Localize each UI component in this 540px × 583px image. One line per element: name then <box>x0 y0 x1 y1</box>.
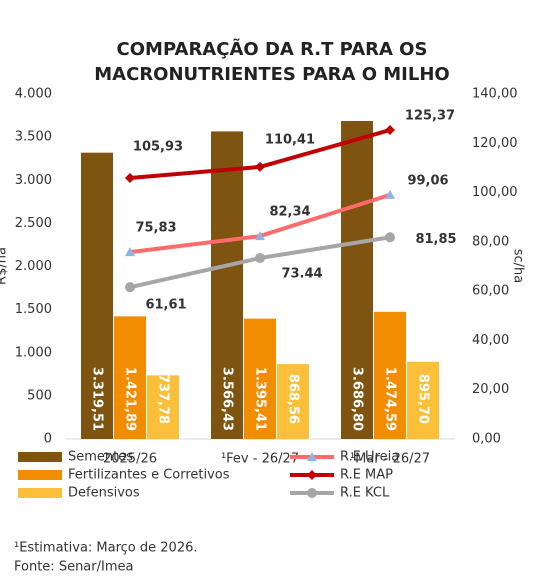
bar <box>81 152 113 439</box>
bar <box>407 361 439 439</box>
chart-title: MACRONUTRIENTES PARA O MILHO <box>94 64 449 85</box>
line-marker <box>125 282 135 293</box>
line-value-label: 99,06 <box>407 173 448 188</box>
footnote: Fonte: Senar/Imea <box>14 560 133 575</box>
y2-tick-label: 20,00 <box>472 382 509 397</box>
y-tick-label: 3.500 <box>15 130 52 145</box>
line-marker <box>307 470 317 480</box>
y2-tick-label: 60,00 <box>472 284 509 299</box>
y-tick-label: 2.500 <box>15 216 52 231</box>
line-marker <box>255 161 265 172</box>
legend-label: Defensivos <box>68 486 140 501</box>
bar-value-label: 3.319,51 <box>90 367 105 431</box>
y-tick-label: 1.500 <box>15 302 52 317</box>
legend-label: Sementes <box>68 450 133 465</box>
line-marker <box>307 452 317 461</box>
legend-swatch <box>18 452 62 462</box>
line-value-label: 81,85 <box>415 232 456 247</box>
line-marker <box>385 125 395 136</box>
line-marker <box>125 247 135 257</box>
line-marker <box>385 189 395 199</box>
line-value-label: 82,34 <box>269 205 310 220</box>
line-marker <box>385 232 395 243</box>
bar-value-label: 1.395,41 <box>253 367 268 431</box>
y2-tick-label: 80,00 <box>472 234 509 249</box>
legend-swatch <box>18 470 62 480</box>
line-marker <box>125 172 135 183</box>
bar <box>114 316 146 439</box>
footnote: ¹Estimativa: Março de 2026. <box>14 541 198 556</box>
bar <box>374 311 406 439</box>
bar <box>244 318 276 439</box>
y-tick-label: 2.000 <box>15 259 52 274</box>
y2-tick-label: 0,00 <box>472 432 501 447</box>
x-tick-label: ¹Fev - 26/27 <box>221 452 299 467</box>
y-tick-label: 0 <box>44 432 52 447</box>
legend-label: Fertilizantes e Corretivos <box>68 468 230 483</box>
line-marker <box>255 253 265 264</box>
line-value-label: 105,93 <box>133 139 183 154</box>
bar-value-label: 1.421,89 <box>123 367 138 431</box>
x-tick-label: 2025/26 <box>103 452 157 467</box>
line-marker <box>307 488 317 498</box>
line-value-label: 110,41 <box>265 132 315 147</box>
y-tick-label: 4.000 <box>15 87 52 102</box>
line-marker <box>255 231 265 241</box>
line-value-label: 73.44 <box>281 267 322 282</box>
y-tick-label: 3.000 <box>15 173 52 188</box>
legend-swatch <box>18 488 62 498</box>
y2-tick-label: 100,00 <box>472 185 518 200</box>
y2-axis-label: sc/ha <box>511 249 526 284</box>
y2-tick-label: 40,00 <box>472 333 509 348</box>
bar-value-label: 1.474,59 <box>383 367 398 431</box>
line-value-label: 75,83 <box>135 221 176 236</box>
bar <box>277 364 309 439</box>
bar <box>211 131 243 439</box>
line-value-label: 61,61 <box>145 298 186 313</box>
line-value-label: 125,37 <box>405 109 455 124</box>
bar <box>147 375 179 439</box>
bar-value-label: 895,70 <box>416 374 431 424</box>
legend-label: R.E KCL <box>340 486 390 501</box>
bar-value-label: 868,56 <box>286 374 301 424</box>
y-tick-label: 500 <box>27 388 52 403</box>
legend-label: R.E Ureia <box>340 450 399 465</box>
y2-tick-label: 140,00 <box>472 87 518 102</box>
y-tick-label: 1.000 <box>15 345 52 360</box>
y2-tick-label: 120,00 <box>472 136 518 151</box>
bar-value-label: 3.566,43 <box>220 367 235 431</box>
x-tick-label: ¹Mar - 26/27 <box>350 452 430 467</box>
chart-title: COMPARAÇÃO DA R.T PARA OS <box>117 37 428 60</box>
bar-value-label: 737,78 <box>156 374 171 424</box>
bar <box>341 121 373 440</box>
legend-label: R.E MAP <box>340 468 393 483</box>
bar-value-label: 3.686,80 <box>350 367 365 431</box>
y-axis-label: R$/ha <box>0 247 10 285</box>
